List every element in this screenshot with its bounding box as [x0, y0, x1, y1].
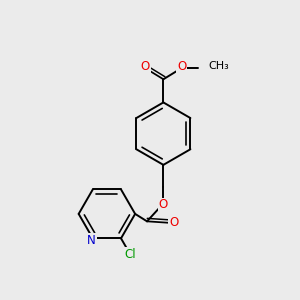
Text: O: O: [169, 216, 178, 229]
Text: CH₃: CH₃: [208, 61, 229, 71]
Text: O: O: [159, 199, 168, 212]
Text: O: O: [140, 60, 150, 73]
Text: N: N: [87, 234, 96, 247]
Text: O: O: [177, 60, 186, 73]
Text: Cl: Cl: [125, 248, 136, 261]
